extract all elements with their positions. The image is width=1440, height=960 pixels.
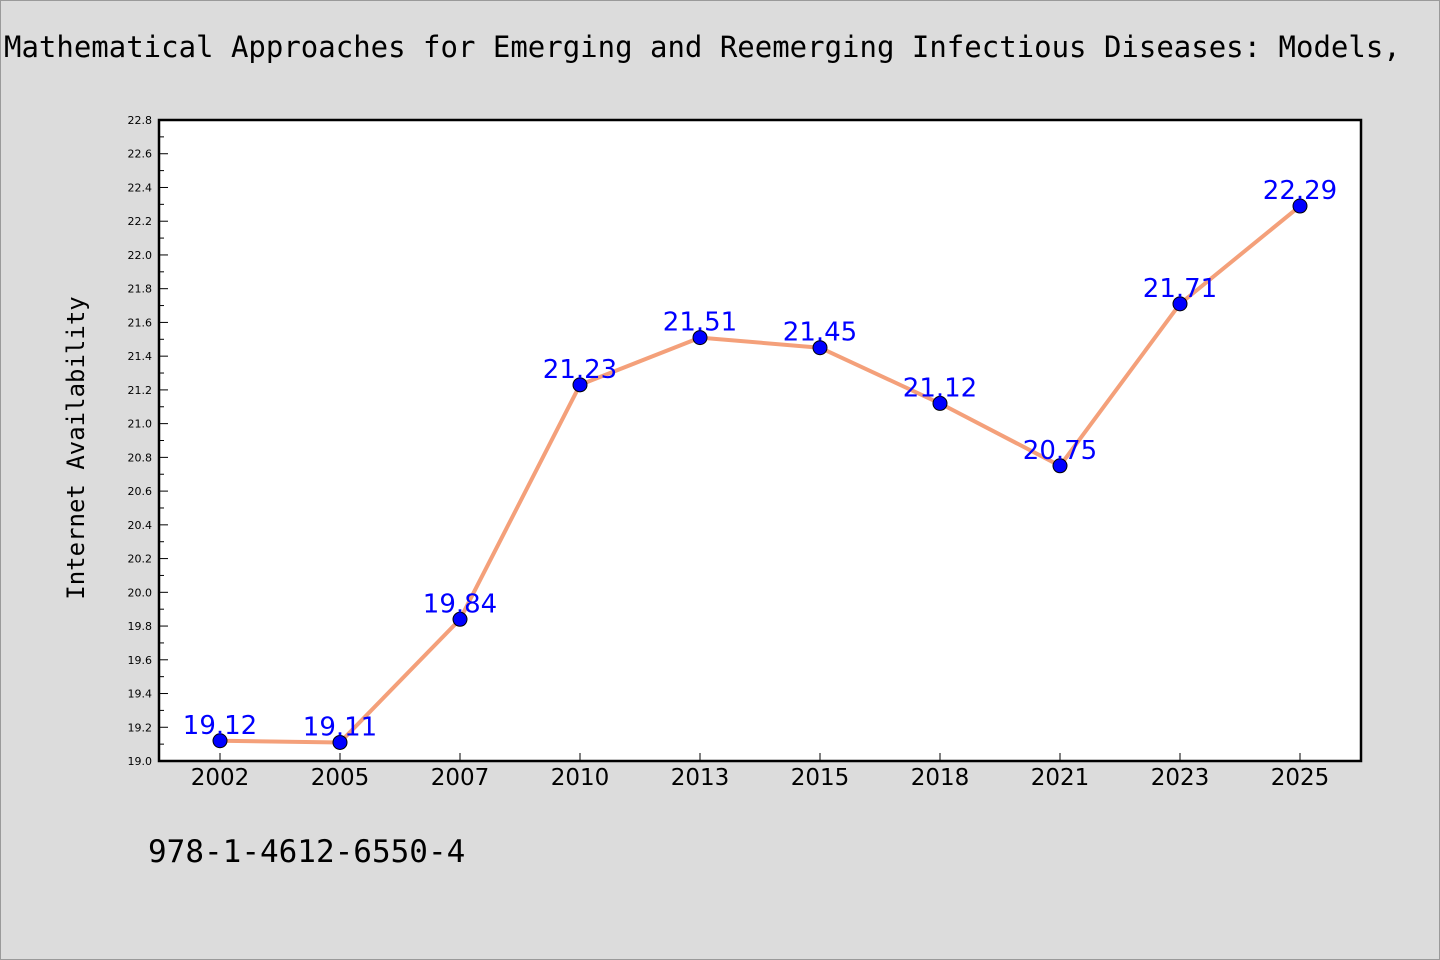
y-tick-label: 22.4 xyxy=(128,181,153,194)
y-axis-ticks: 19.0 19.2 19.4 19.6 19.8 20.0 20.2 20.4 20.6 20.8… xyxy=(128,114,168,768)
x-tick-label: 2015 xyxy=(791,765,850,791)
x-tick-label: 2002 xyxy=(191,765,250,791)
series-points xyxy=(212,198,1308,750)
y-axis-title: Internet Availability xyxy=(62,296,90,599)
series-lines xyxy=(218,204,1302,745)
y-tick-label: 20.6 xyxy=(128,485,153,498)
y-tick-label: 21.2 xyxy=(128,384,153,397)
data-point xyxy=(572,377,588,393)
y-tick-label: 19.6 xyxy=(128,654,153,667)
data-point xyxy=(932,395,948,411)
plot-area xyxy=(159,120,1361,761)
x-tick-label: 2021 xyxy=(1031,765,1090,791)
plot-border xyxy=(157,118,1363,763)
data-point xyxy=(1052,458,1068,474)
data-point xyxy=(1292,198,1308,214)
data-label: 21.71 xyxy=(1143,274,1217,304)
x-tick-label: 2005 xyxy=(311,765,370,791)
y-tick-label: 22.0 xyxy=(128,249,153,262)
y-tick-label: 22.8 xyxy=(128,114,153,127)
x-tick-label: 2023 xyxy=(1151,765,1210,791)
data-label: 21.51 xyxy=(663,308,737,338)
y-tick-label: 22.6 xyxy=(128,148,153,161)
data-label: 19.12 xyxy=(183,711,257,741)
chart-title: Mathematical Approaches for Emerging and… xyxy=(4,30,1401,64)
data-label: 19.84 xyxy=(423,589,497,619)
y-tick-label: 22.2 xyxy=(128,215,153,228)
y-tick-label: 21.0 xyxy=(128,418,153,431)
y-tick-label: 20.2 xyxy=(128,553,153,566)
x-tick-label: 2018 xyxy=(911,765,970,791)
x-tick-label: 2007 xyxy=(431,765,490,791)
x-tick-label: 2013 xyxy=(671,765,730,791)
data-point xyxy=(812,340,828,356)
data-label: 21.12 xyxy=(903,373,977,403)
series-line xyxy=(218,204,1302,745)
y-tick-label: 19.2 xyxy=(128,721,153,734)
data-point xyxy=(1172,296,1188,312)
x-tick-label: 2010 xyxy=(551,765,610,791)
y-tick-label: 20.8 xyxy=(128,451,153,464)
data-label: 21.23 xyxy=(543,355,617,385)
data-label: 19.11 xyxy=(303,712,377,742)
y-tick-label: 21.6 xyxy=(128,316,153,329)
x-tick-label: 2025 xyxy=(1271,765,1330,791)
y-tick-label: 19.4 xyxy=(128,688,153,701)
y-tick-label: 21.8 xyxy=(128,283,153,296)
data-label: 21.45 xyxy=(783,318,857,348)
y-tick-label: 19.8 xyxy=(128,620,153,633)
data-point xyxy=(692,330,708,346)
data-label: 20.75 xyxy=(1023,436,1097,466)
isbn-label: 978-1-4612-6550-4 xyxy=(148,834,466,870)
data-point xyxy=(452,611,468,627)
x-axis-ticks: 2002 2005 2007 2010 2013 2015 2018 2021 2023 2025 xyxy=(191,753,1330,791)
data-point xyxy=(212,733,228,749)
y-tick-label: 19.0 xyxy=(128,755,153,768)
y-tick-label: 21.4 xyxy=(128,350,153,363)
data-label: 22.29 xyxy=(1263,176,1337,206)
y-tick-label: 20.4 xyxy=(128,519,153,532)
data-point xyxy=(332,734,348,750)
data-labels: 19.12 19.11 19.84 21.23 21.51 21.45 21.12 20.75… xyxy=(183,176,1337,742)
y-tick-label: 20.0 xyxy=(128,586,153,599)
